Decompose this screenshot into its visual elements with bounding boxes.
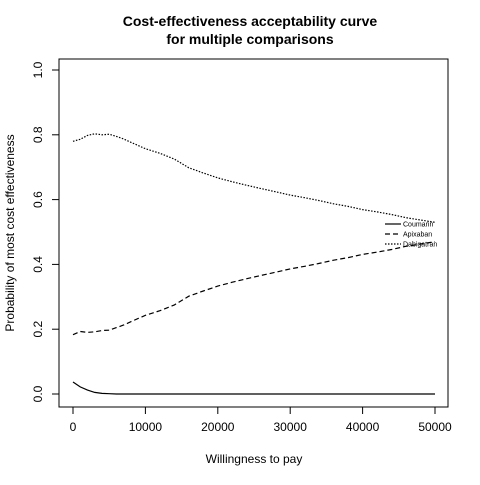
x-tick-label: 20000 bbox=[201, 420, 235, 434]
y-tick-label: 0.8 bbox=[31, 126, 45, 143]
x-tick-label: 10000 bbox=[129, 420, 163, 434]
y-axis: 0.0 0.2 0.4 0.6 0.8 1.0 bbox=[31, 61, 60, 402]
chart-subtitle: for multiple comparisons bbox=[166, 31, 333, 47]
y-tick-label: 0.2 bbox=[31, 321, 45, 338]
y-axis-title: Probability of most cost effectiveness bbox=[3, 134, 17, 331]
x-axis-title: Willingness to pay bbox=[206, 452, 303, 466]
x-axis: 0 10000 20000 30000 40000 50000 bbox=[70, 406, 452, 434]
chart-title: Cost-effectiveness acceptability curve bbox=[123, 13, 378, 29]
y-tick-label: 0.4 bbox=[31, 256, 45, 273]
y-tick-label: 1.0 bbox=[31, 61, 45, 78]
y-tick-label: 0.0 bbox=[31, 385, 45, 402]
series-line-apixaban bbox=[72, 241, 436, 336]
legend-label-dabigatran: Dabigatran bbox=[403, 242, 437, 249]
x-tick-label: 40000 bbox=[346, 420, 380, 434]
plot-frame bbox=[58, 58, 449, 408]
legend: Coumarin Apixaban Dabigatran bbox=[385, 222, 437, 249]
series-line-coumarin bbox=[72, 381, 435, 395]
y-tick-label: 0.6 bbox=[31, 191, 45, 208]
series-layer bbox=[72, 133, 436, 395]
series-line-dabigatran bbox=[72, 133, 436, 223]
legend-label-apixaban: Apixaban bbox=[403, 232, 432, 239]
legend-label-coumarin: Coumarin bbox=[403, 222, 433, 229]
x-tick-label: 30000 bbox=[274, 420, 308, 434]
x-tick-label: 50000 bbox=[418, 420, 452, 434]
x-tick-label: 0 bbox=[70, 420, 77, 434]
